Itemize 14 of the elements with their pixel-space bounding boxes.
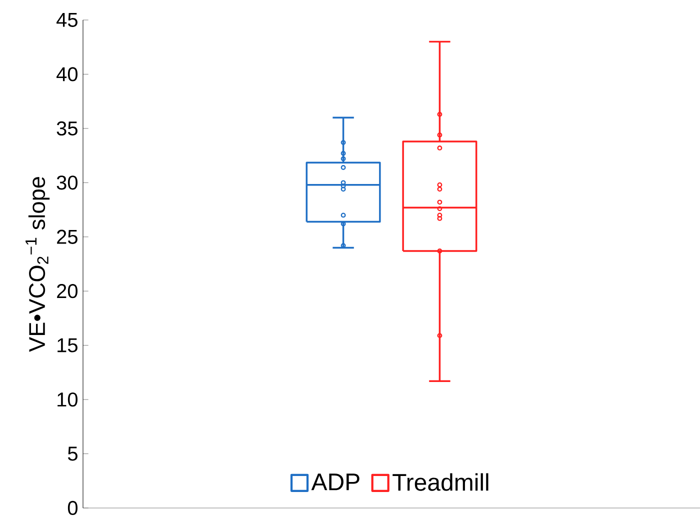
- y-tick-label: 25: [57, 230, 78, 244]
- y-tick-label: 30: [56, 176, 78, 190]
- y-tick-label: 15: [58, 338, 78, 352]
- y-tick-label: 10: [58, 392, 78, 407]
- y-tick-label: 45: [56, 13, 78, 27]
- y-tick-label: 0: [68, 500, 78, 516]
- y-tick-label: 35: [56, 121, 78, 136]
- point: [437, 333, 442, 338]
- y-axis-title: VE•VCO$_{2}$$^{−1}$ slope: [26, 176, 50, 352]
- legend-label: Treadmill: [392, 473, 488, 491]
- y-tick-label: 40: [56, 67, 78, 82]
- y-tick-label: 20: [57, 284, 78, 298]
- y-tick-label: 5: [68, 446, 78, 461]
- legend-label: ADP: [311, 474, 360, 490]
